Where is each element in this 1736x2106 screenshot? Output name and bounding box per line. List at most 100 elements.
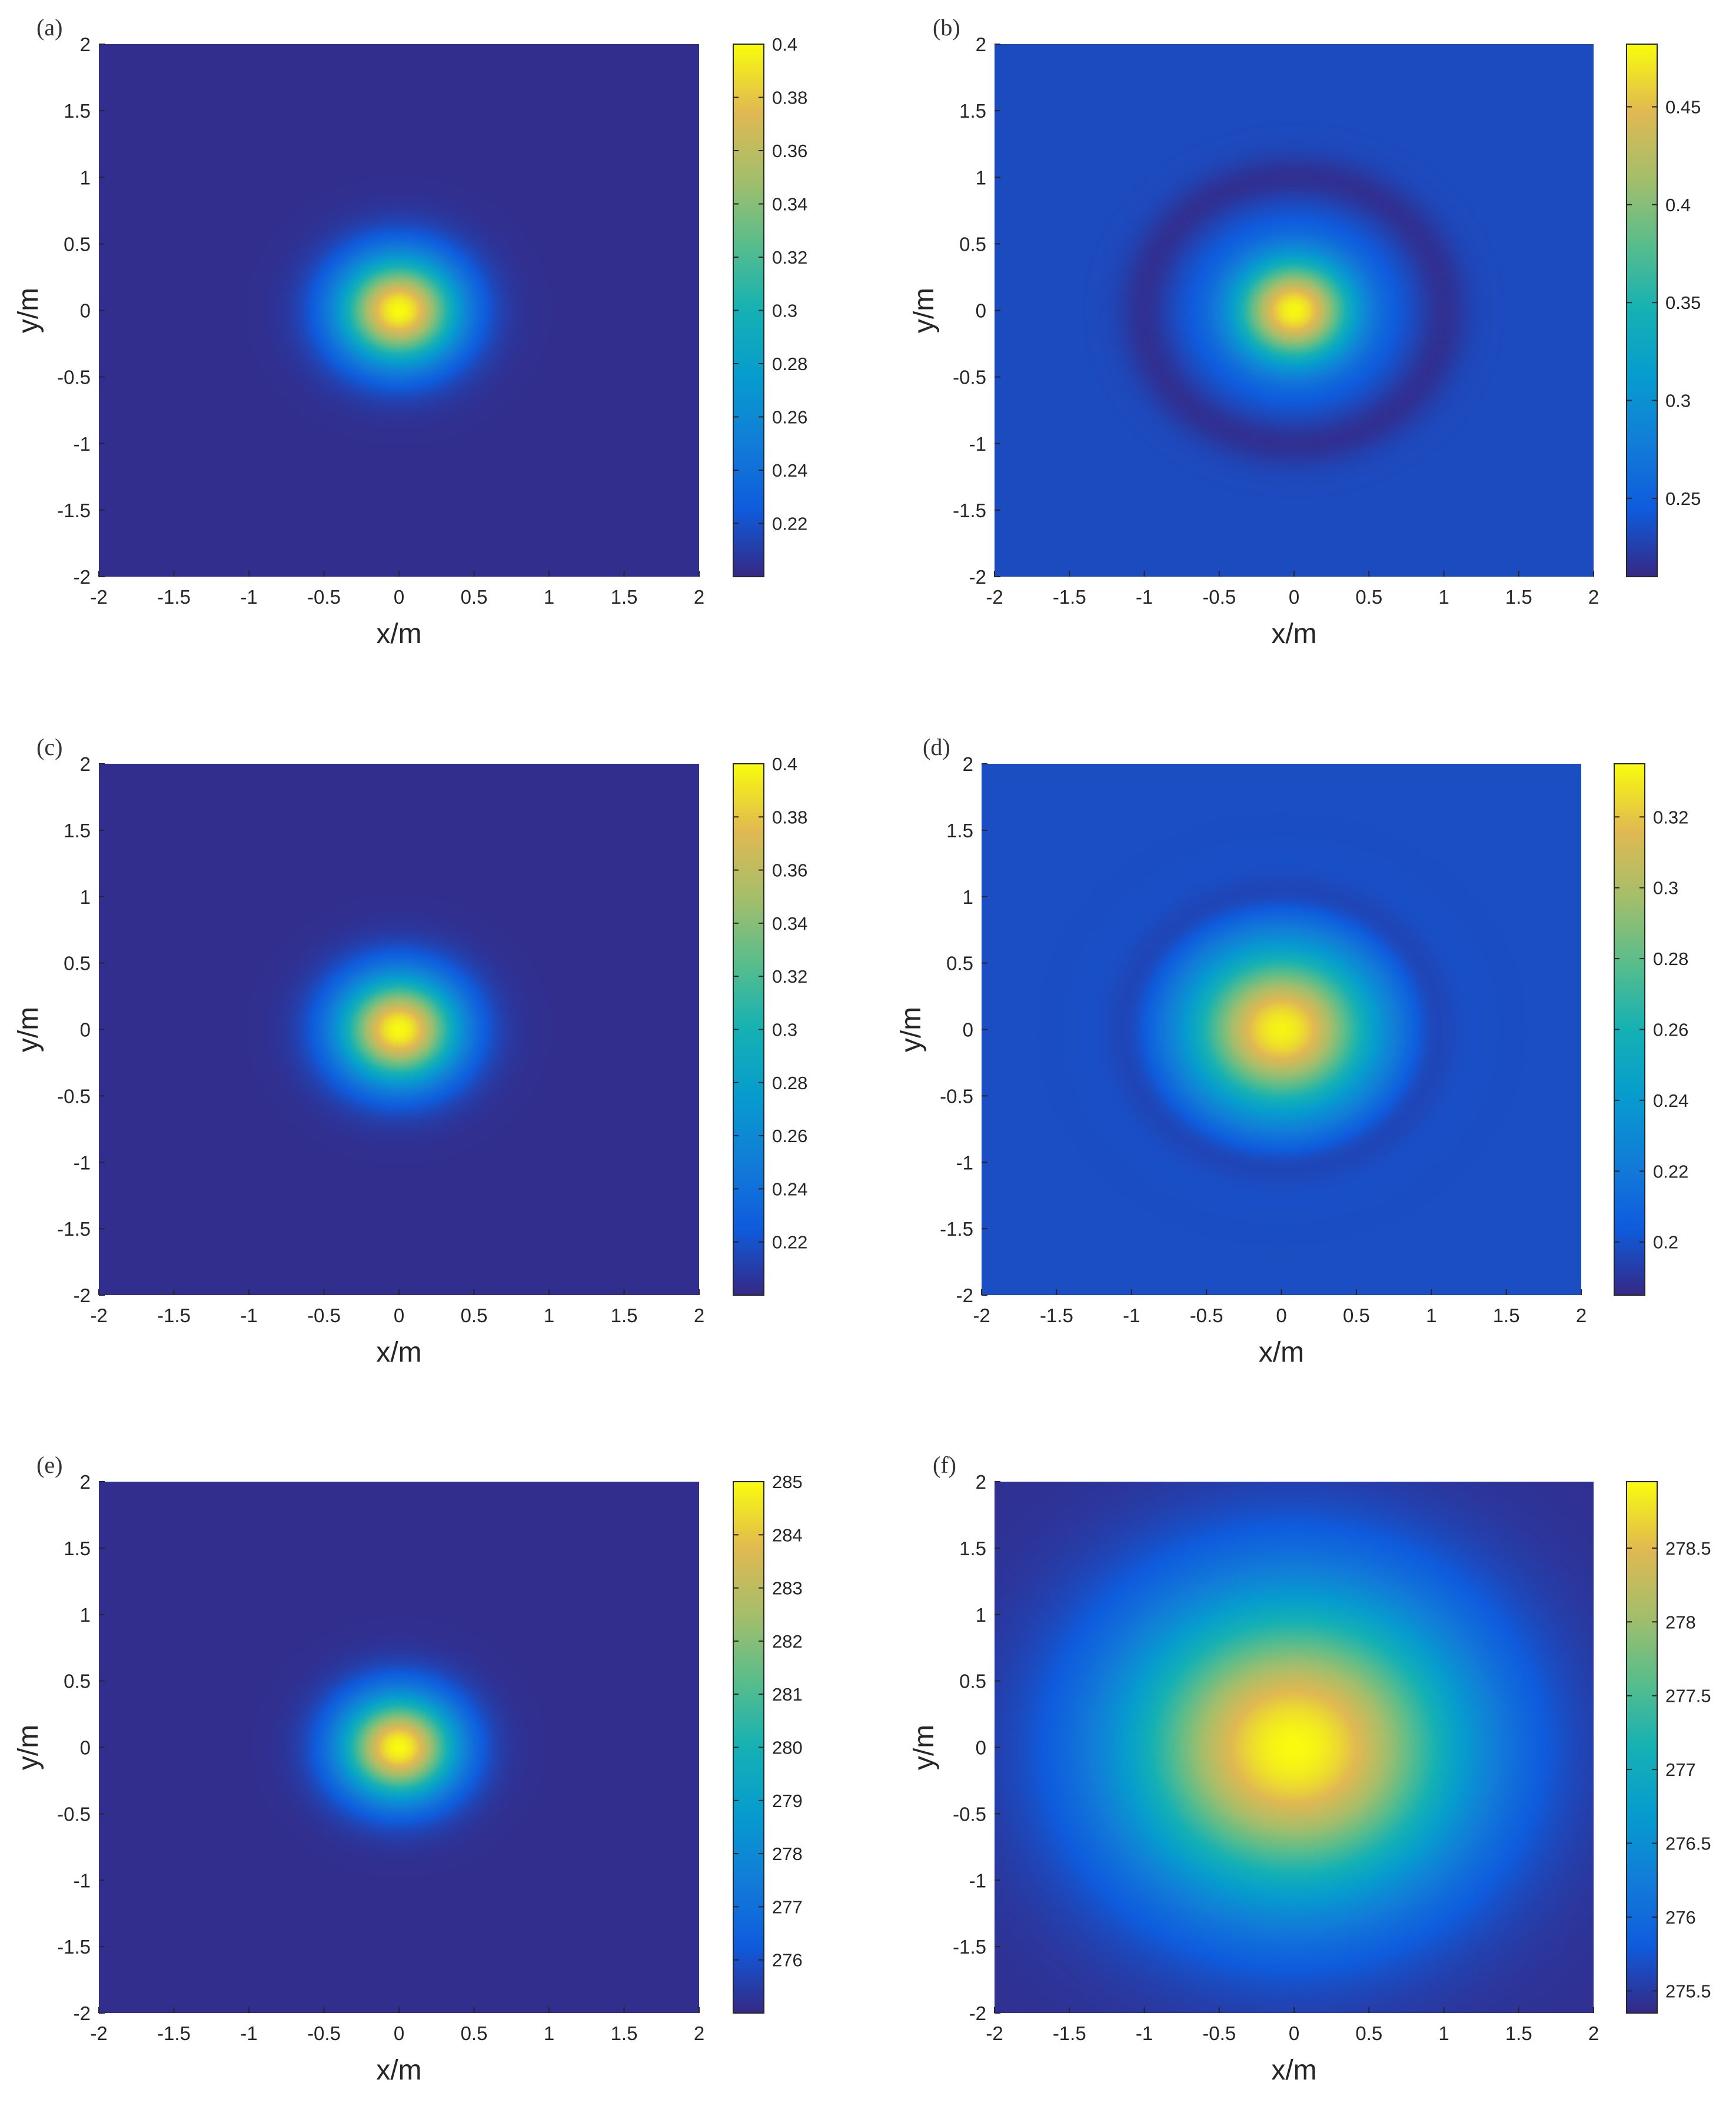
colorbar-tick-label: 283 <box>772 1578 803 1599</box>
heatmap-image <box>995 1482 1594 2013</box>
y-tick-label: -0.5 <box>57 1085 91 1107</box>
colorbar-frame <box>1626 1481 1658 2014</box>
x-tick-label: -1.5 <box>157 586 191 608</box>
panel-label: (f) <box>933 1452 956 1478</box>
colorbar-tick-label: 0.38 <box>772 88 807 108</box>
colorbar-tick-label: 278 <box>1665 1612 1696 1632</box>
colorbar-tick-label: 0.26 <box>772 1126 807 1146</box>
x-tick-label: -2 <box>973 1305 990 1326</box>
x-axis-label: x/m <box>376 1337 421 1368</box>
colorbar-tick-label: 0.28 <box>1653 949 1688 969</box>
colorbar-frame <box>1626 44 1658 577</box>
colorbar-tick-label: 279 <box>772 1791 803 1811</box>
heatmap-image <box>982 764 1581 1295</box>
colorbar-tick-label: 276 <box>1665 1907 1696 1928</box>
x-tick-label: -1 <box>240 1305 257 1326</box>
colorbar-tick-label: 276.5 <box>1665 1834 1711 1854</box>
colorbar-tick-label: 281 <box>772 1684 803 1705</box>
y-tick-label: -2 <box>969 566 986 588</box>
y-tick-label: 0.5 <box>959 1671 986 1692</box>
x-tick-label: 0 <box>1289 586 1299 608</box>
y-axis-label: y/m <box>909 288 940 333</box>
x-tick-label: -1 <box>240 2022 257 2044</box>
x-tick-label: 2 <box>1588 586 1599 608</box>
y-tick-label: 2 <box>976 1471 986 1493</box>
y-tick-label: -1.5 <box>953 1936 986 1958</box>
y-axis-label: y/m <box>13 288 44 333</box>
y-tick-label: -1.5 <box>57 1936 91 1958</box>
y-tick-label: 0 <box>80 1019 91 1041</box>
y-tick-label: 0 <box>976 300 986 322</box>
y-tick-label: -2 <box>74 1285 91 1306</box>
colorbar <box>1627 44 1657 577</box>
y-tick-label: -1.5 <box>57 500 91 521</box>
colorbar-tick-label: 276 <box>772 1950 803 1971</box>
x-tick-label: 1 <box>544 2022 554 2044</box>
panel-e: (e) -2 -1.5 -1 -0.5 0 0.5 1 1.5 2 -2 -1.5 -1 -0.5 0 0.5… <box>13 1452 803 2086</box>
x-tick-label: 2 <box>694 1305 704 1326</box>
colorbar-tick-label: 0.4 <box>772 754 797 774</box>
x-tick-label: 0.5 <box>1355 586 1382 608</box>
x-tick-label: -2 <box>90 1305 107 1326</box>
x-axis-label: x/m <box>376 618 421 650</box>
y-tick-label: -1 <box>74 1869 91 1891</box>
y-tick-label: 0.5 <box>64 953 91 974</box>
colorbar-tick-label: 277.5 <box>1665 1686 1711 1706</box>
colorbar-tick-label: 0.4 <box>772 34 797 55</box>
y-tick-label: 0.5 <box>64 233 91 255</box>
colorbar-tick-label: 0.36 <box>772 860 807 881</box>
x-tick-label: -1 <box>240 586 257 608</box>
y-tick-label: -0.5 <box>57 367 91 388</box>
y-tick-label: 0.5 <box>946 953 973 974</box>
y-tick-label: 0 <box>80 300 91 322</box>
heatmap-image <box>99 1482 699 2013</box>
y-tick-label: 0 <box>976 1737 986 1759</box>
y-axis-label: y/m <box>896 1007 927 1052</box>
y-tick-label: 1.5 <box>959 100 986 122</box>
x-tick-label: -1 <box>1136 2022 1153 2044</box>
colorbar-tick-label: 0.22 <box>1653 1161 1688 1182</box>
colorbar-tick-label: 0.3 <box>772 1020 797 1040</box>
x-tick-label: 1.5 <box>611 2022 638 2044</box>
x-tick-label: 2 <box>1588 2022 1599 2044</box>
x-tick-label: 0 <box>1276 1305 1286 1326</box>
x-tick-label: 1.5 <box>1493 1305 1520 1326</box>
colorbar-tick-label: 277 <box>772 1897 803 1917</box>
y-tick-label: 1 <box>963 886 973 908</box>
y-tick-label: 1 <box>976 167 986 188</box>
x-tick-label: -2 <box>90 586 107 608</box>
colorbar-tick-label: 0.25 <box>1665 488 1701 509</box>
colorbar-tick-label: 0.38 <box>772 807 807 827</box>
y-tick-label: 0.5 <box>959 233 986 255</box>
colorbar-tick-label: 0.32 <box>1653 807 1688 827</box>
x-tick-label: 1.5 <box>611 586 638 608</box>
colorbar-tick-label: 0.26 <box>1653 1020 1688 1040</box>
y-tick-label: -2 <box>74 566 91 588</box>
y-tick-label: 1.5 <box>64 1538 91 1559</box>
y-tick-label: -1 <box>969 433 986 455</box>
colorbar-tick-label: 0.3 <box>1665 391 1691 411</box>
y-axis-label: y/m <box>13 1725 44 1770</box>
colorbar-tick-label: 0.2 <box>1653 1232 1678 1253</box>
x-tick-label: -2 <box>986 2022 1003 2044</box>
y-tick-label: -0.5 <box>953 1803 986 1825</box>
heatmap-image <box>995 44 1594 577</box>
x-tick-label: 2 <box>694 2022 704 2044</box>
x-tick-label: 1.5 <box>1505 586 1532 608</box>
x-tick-label: -1 <box>1136 586 1153 608</box>
colorbar-tick-label: 0.28 <box>772 354 807 374</box>
colorbar-tick-label: 284 <box>772 1525 803 1545</box>
panel-label: (d) <box>923 734 950 760</box>
colorbar-tick-label: 0.36 <box>772 141 807 161</box>
colorbar-tick-label: 0.4 <box>1665 195 1691 215</box>
panel-label: (a) <box>36 14 62 41</box>
heatmap-image <box>99 764 699 1295</box>
x-tick-label: 0 <box>394 1305 404 1326</box>
x-tick-label: -0.5 <box>1202 586 1236 608</box>
x-tick-label: 2 <box>1576 1305 1587 1326</box>
x-tick-label: 1 <box>544 586 554 608</box>
x-tick-label: 0.5 <box>461 2022 488 2044</box>
y-tick-label: 1.5 <box>64 820 91 841</box>
colorbar-tick-label: 0.22 <box>772 514 807 534</box>
y-axis-label: y/m <box>909 1725 940 1770</box>
